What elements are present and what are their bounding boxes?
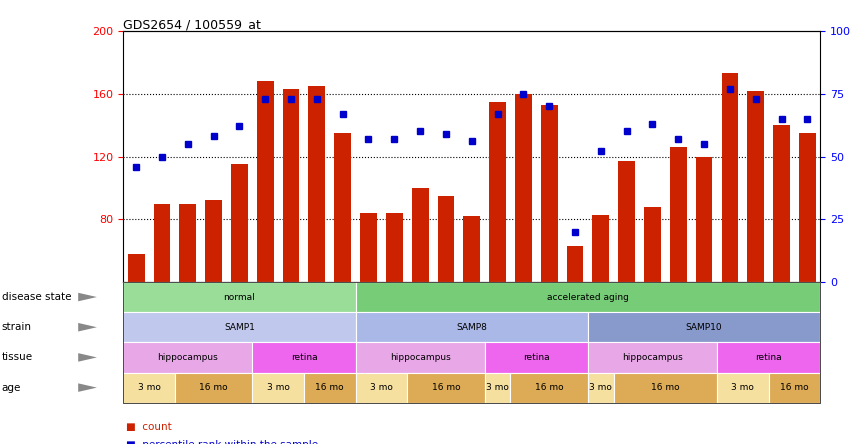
Bar bbox=[722, 73, 739, 282]
Text: retina: retina bbox=[756, 353, 782, 362]
Bar bbox=[774, 125, 790, 282]
Bar bbox=[670, 147, 687, 282]
Bar bbox=[747, 91, 764, 282]
Text: retina: retina bbox=[291, 353, 317, 362]
Bar bbox=[592, 214, 609, 282]
Bar bbox=[283, 89, 299, 282]
Bar bbox=[179, 203, 196, 282]
Bar bbox=[154, 203, 170, 282]
Polygon shape bbox=[78, 353, 97, 362]
Text: tissue: tissue bbox=[2, 353, 33, 362]
Text: hippocampus: hippocampus bbox=[622, 353, 683, 362]
Text: hippocampus: hippocampus bbox=[390, 353, 451, 362]
Text: 16 mo: 16 mo bbox=[651, 383, 680, 392]
Bar bbox=[695, 157, 712, 282]
Text: GDS2654 / 100559_at: GDS2654 / 100559_at bbox=[123, 18, 261, 31]
Bar bbox=[309, 86, 326, 282]
Bar bbox=[541, 105, 558, 282]
Text: SAMP1: SAMP1 bbox=[224, 323, 255, 332]
Text: 16 mo: 16 mo bbox=[432, 383, 460, 392]
Polygon shape bbox=[78, 383, 97, 392]
Text: 16 mo: 16 mo bbox=[199, 383, 228, 392]
Text: ■  percentile rank within the sample: ■ percentile rank within the sample bbox=[126, 440, 318, 444]
Bar bbox=[644, 207, 660, 282]
Text: 3 mo: 3 mo bbox=[731, 383, 754, 392]
Polygon shape bbox=[78, 323, 97, 332]
Bar bbox=[360, 213, 377, 282]
Text: 3 mo: 3 mo bbox=[486, 383, 509, 392]
Bar bbox=[489, 102, 506, 282]
Text: disease state: disease state bbox=[2, 292, 71, 302]
Text: 3 mo: 3 mo bbox=[267, 383, 290, 392]
Bar bbox=[334, 133, 351, 282]
Text: retina: retina bbox=[523, 353, 550, 362]
Text: SAMP8: SAMP8 bbox=[456, 323, 487, 332]
Text: 16 mo: 16 mo bbox=[780, 383, 808, 392]
Bar bbox=[386, 213, 403, 282]
Bar bbox=[515, 94, 532, 282]
Text: 3 mo: 3 mo bbox=[138, 383, 161, 392]
Bar bbox=[257, 81, 274, 282]
Text: 16 mo: 16 mo bbox=[315, 383, 344, 392]
Text: SAMP10: SAMP10 bbox=[686, 323, 722, 332]
Bar bbox=[567, 246, 583, 282]
Text: age: age bbox=[2, 383, 21, 392]
Text: hippocampus: hippocampus bbox=[157, 353, 218, 362]
Bar bbox=[411, 188, 428, 282]
Bar bbox=[205, 200, 222, 282]
Bar bbox=[799, 133, 816, 282]
Text: 3 mo: 3 mo bbox=[370, 383, 393, 392]
Bar bbox=[438, 196, 454, 282]
Text: ■  count: ■ count bbox=[126, 422, 172, 432]
Bar bbox=[463, 216, 480, 282]
Polygon shape bbox=[78, 293, 97, 301]
Text: 16 mo: 16 mo bbox=[535, 383, 564, 392]
Bar bbox=[618, 161, 635, 282]
Text: normal: normal bbox=[224, 293, 255, 301]
Text: 3 mo: 3 mo bbox=[589, 383, 612, 392]
Text: strain: strain bbox=[2, 322, 31, 332]
Bar bbox=[231, 164, 248, 282]
Text: accelerated aging: accelerated aging bbox=[547, 293, 629, 301]
Bar bbox=[128, 254, 144, 282]
